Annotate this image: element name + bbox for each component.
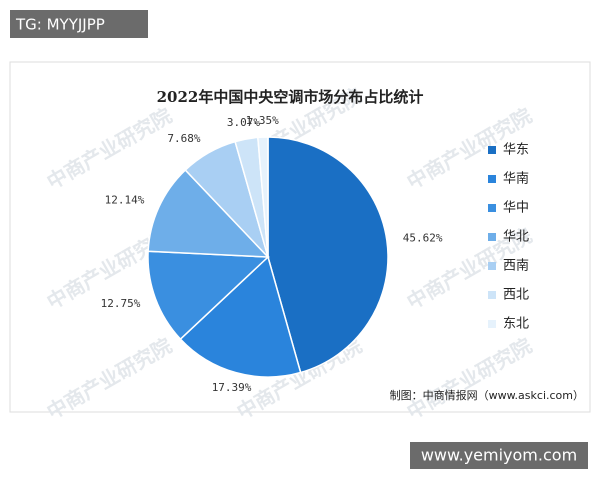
pie-slice	[179, 255, 302, 378]
top-tag-box	[10, 10, 148, 38]
pie-slice	[257, 136, 269, 258]
legend-label: 华北	[503, 230, 529, 245]
legend-swatch	[488, 320, 496, 328]
data-label: 1.35%	[246, 114, 279, 127]
legend-swatch	[488, 204, 496, 212]
bottom-tag-box	[410, 442, 588, 469]
data-label: 12.14%	[105, 193, 145, 206]
legend-swatch	[488, 175, 496, 183]
data-label: 7.68%	[167, 132, 200, 145]
pie-slice	[267, 136, 389, 374]
source: 制图：中商情报网（www.askci.com）	[390, 388, 584, 402]
legend-label: 西南	[503, 258, 529, 274]
data-label: 17.39%	[212, 381, 252, 394]
chart-title: 2022年中国中央空调市场分布占比统计	[157, 88, 424, 106]
data-label: 12.75%	[101, 297, 141, 310]
top-tag: TG: MYYJJPP	[15, 16, 105, 34]
legend-swatch	[488, 291, 496, 299]
legend-swatch	[488, 262, 496, 270]
data-label: 45.62%	[403, 231, 443, 244]
bottom-tag: www.yemiyom.com	[421, 446, 577, 465]
legend-label: 华中	[503, 201, 529, 216]
data-label: 3.07%	[227, 116, 260, 129]
legend-label: 华东	[503, 143, 529, 158]
legend-swatch	[488, 233, 496, 241]
legend-swatch	[488, 146, 496, 154]
legend-label: 西北	[503, 288, 529, 303]
legend-label: 东北	[503, 317, 529, 332]
legend-label: 华南	[503, 171, 529, 187]
pie-slice	[147, 168, 270, 258]
pie-slice	[147, 250, 270, 341]
